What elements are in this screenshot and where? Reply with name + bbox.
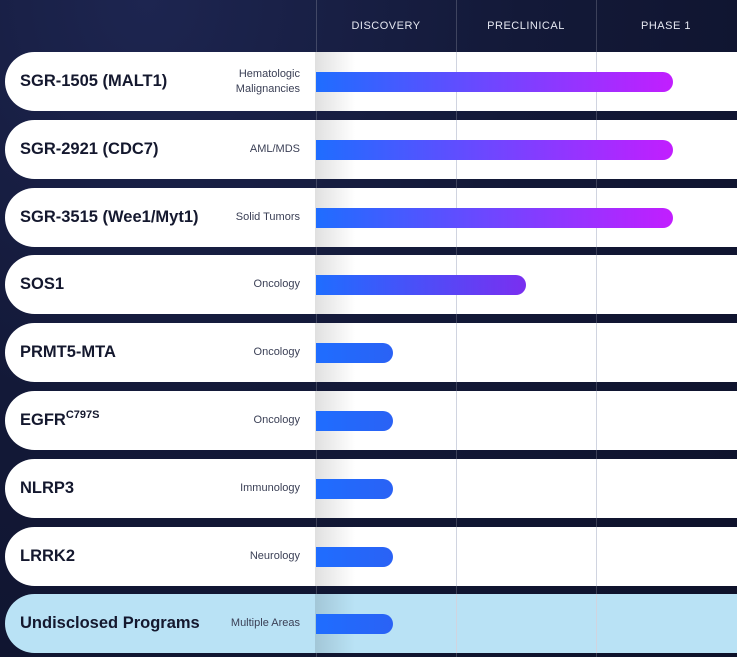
- program-row: LRRK2 Neurology: [5, 527, 737, 586]
- program-name-text: NLRP3: [20, 479, 75, 497]
- program-name: SGR-1505 (MALT1): [20, 52, 167, 111]
- indication-line: AML/MDS: [249, 143, 300, 155]
- indication-line: Oncology: [253, 278, 300, 290]
- row-stage-divider: [596, 391, 597, 450]
- indication-line: Hematologic: [238, 67, 300, 80]
- program-name: EGFRC797S: [20, 391, 99, 450]
- row-stage-divider: [456, 527, 457, 586]
- program-name-text: EGFR: [20, 411, 66, 429]
- indication-line: Multiple Areas: [230, 617, 300, 629]
- program-name-text: SGR-3515 (Wee1/Myt1): [20, 208, 199, 226]
- progress-bar: [316, 72, 673, 92]
- program-name: SOS1: [20, 255, 64, 314]
- program-row: SGR-2921 (CDC7) AML/MDS: [5, 120, 737, 179]
- program-name: SGR-2921 (CDC7): [20, 120, 158, 179]
- program-name: PRMT5-MTA: [20, 323, 116, 382]
- program-indication: Hematologic Malignancies: [120, 52, 300, 111]
- program-row: SOS1 Oncology: [5, 255, 737, 314]
- program-row: Undisclosed Programs Multiple Areas: [5, 594, 737, 653]
- stage-header-discovery: DISCOVERY: [351, 20, 421, 32]
- row-stage-divider: [596, 527, 597, 586]
- program-indication: Oncology: [120, 391, 300, 450]
- progress-bar: [316, 275, 526, 295]
- indication-line: Oncology: [253, 346, 300, 358]
- indication-line: Oncology: [253, 414, 300, 426]
- row-stage-divider: [456, 594, 457, 653]
- program-name: Undisclosed Programs: [20, 594, 200, 653]
- program-indication: Oncology: [120, 255, 300, 314]
- row-stage-divider: [596, 323, 597, 382]
- progress-bar: [316, 411, 393, 431]
- program-name-text: Undisclosed Programs: [20, 614, 200, 632]
- progress-bar: [316, 479, 393, 499]
- program-name-text: SGR-1505 (MALT1): [20, 72, 168, 90]
- program-name: SGR-3515 (Wee1/Myt1): [20, 188, 199, 247]
- progress-bar: [316, 614, 393, 634]
- stage-header-phase-1: PHASE 1: [641, 20, 691, 32]
- program-row: NLRP3 Immunology: [5, 459, 737, 518]
- program-name-text: SGR-2921 (CDC7): [20, 140, 159, 158]
- program-name: LRRK2: [20, 527, 75, 586]
- program-row: SGR-1505 (MALT1) Hematologic Malignancies: [5, 52, 737, 111]
- program-name-text: LRRK2: [20, 547, 76, 565]
- program-row: PRMT5-MTA Oncology: [5, 323, 737, 382]
- progress-bar: [316, 547, 393, 567]
- indication-line: Solid Tumors: [235, 211, 300, 223]
- progress-bar: [316, 140, 673, 160]
- program-name-text: PRMT5-MTA: [20, 343, 116, 361]
- row-stage-divider: [596, 594, 597, 653]
- progress-bar: [316, 343, 393, 363]
- program-name: NLRP3: [20, 459, 74, 518]
- row-stage-divider: [596, 255, 597, 314]
- program-indication: Multiple Areas: [120, 594, 300, 653]
- program-indication: Immunology: [120, 459, 300, 518]
- program-indication: AML/MDS: [120, 120, 300, 179]
- program-row: SGR-3515 (Wee1/Myt1) Solid Tumors: [5, 188, 737, 247]
- indication-line: Neurology: [249, 550, 300, 562]
- row-stage-divider: [456, 391, 457, 450]
- program-name-superscript: C797S: [65, 409, 100, 421]
- row-stage-divider: [596, 459, 597, 518]
- program-name-text: SOS1: [20, 275, 65, 293]
- program-indication: Oncology: [120, 323, 300, 382]
- program-indication: Neurology: [120, 527, 300, 586]
- indication-line: Immunology: [240, 482, 300, 494]
- row-stage-divider: [456, 459, 457, 518]
- indication-line: Malignancies: [235, 82, 300, 95]
- stage-header-preclinical: PRECLINICAL: [487, 20, 565, 32]
- row-stage-divider: [456, 323, 457, 382]
- program-row: EGFRC797S Oncology: [5, 391, 737, 450]
- program-indication: Solid Tumors: [120, 188, 300, 247]
- progress-bar: [316, 208, 673, 228]
